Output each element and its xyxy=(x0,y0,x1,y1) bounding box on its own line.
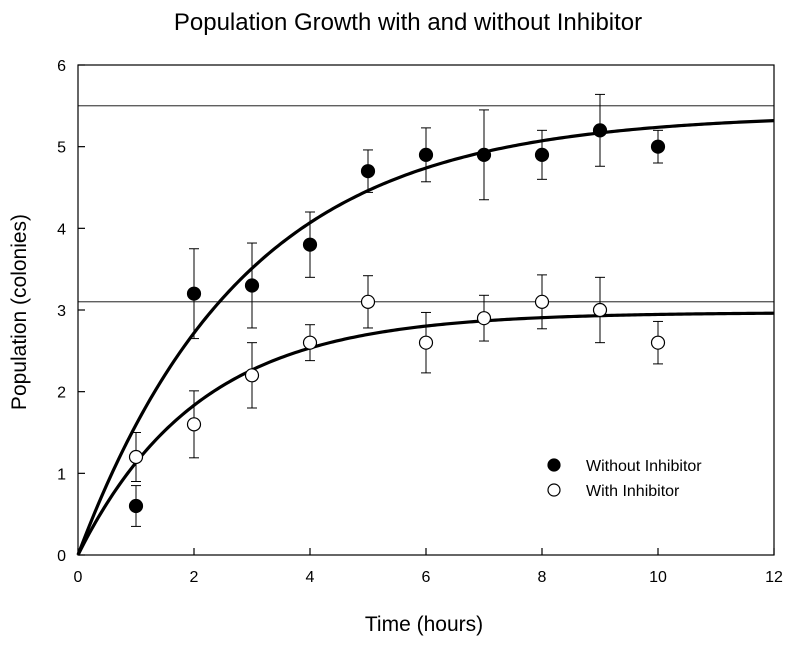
y-tick-label: 3 xyxy=(57,303,66,320)
point-without-inhibitor xyxy=(302,237,318,252)
point-with-inhibitor xyxy=(186,417,202,432)
y-tick-label: 0 xyxy=(57,548,66,565)
point-without-inhibitor xyxy=(244,278,260,293)
point-without-inhibitor xyxy=(360,164,376,179)
point-without-inhibitor xyxy=(418,147,434,162)
chart-title: Population Growth with and without Inhib… xyxy=(174,9,642,36)
y-tick-label: 2 xyxy=(57,385,66,402)
point-without-inhibitor xyxy=(476,147,492,162)
legend-marker-with-inhibitor xyxy=(547,483,561,497)
y-tick-label: 5 xyxy=(57,140,66,157)
y-tick-label: 1 xyxy=(57,466,66,483)
legend-label-without-inhibitor: Without Inhibitor xyxy=(586,458,702,475)
x-tick-label: 6 xyxy=(422,569,431,586)
legend: Without Inhibitor With Inhibitor xyxy=(547,458,702,500)
point-with-inhibitor xyxy=(244,368,260,383)
x-tick-label: 10 xyxy=(649,569,667,586)
point-with-inhibitor xyxy=(650,335,666,350)
point-without-inhibitor xyxy=(534,147,550,162)
legend-marker-without-inhibitor xyxy=(547,458,561,472)
point-with-inhibitor xyxy=(302,335,318,350)
legend-label-with-inhibitor: With Inhibitor xyxy=(586,483,680,500)
x-tick-label: 12 xyxy=(765,569,783,586)
x-tick-label: 2 xyxy=(190,569,199,586)
x-axis-label: Time (hours) xyxy=(365,613,483,636)
point-without-inhibitor xyxy=(650,139,666,154)
point-with-inhibitor xyxy=(128,449,144,465)
point-without-inhibitor xyxy=(592,123,608,138)
y-tick-label: 4 xyxy=(57,221,66,238)
data-points xyxy=(128,123,666,514)
point-with-inhibitor xyxy=(592,302,608,318)
x-tick-label: 0 xyxy=(74,569,83,586)
y-tick-label: 6 xyxy=(57,58,66,75)
point-with-inhibitor xyxy=(476,311,492,326)
point-without-inhibitor xyxy=(186,286,202,301)
point-without-inhibitor xyxy=(128,498,144,514)
point-with-inhibitor xyxy=(534,294,550,309)
x-tick-label: 8 xyxy=(538,569,547,586)
point-with-inhibitor xyxy=(418,335,434,350)
x-tick-label: 4 xyxy=(306,569,315,586)
point-with-inhibitor xyxy=(360,294,376,309)
y-axis-label: Population (colonies) xyxy=(8,214,31,410)
